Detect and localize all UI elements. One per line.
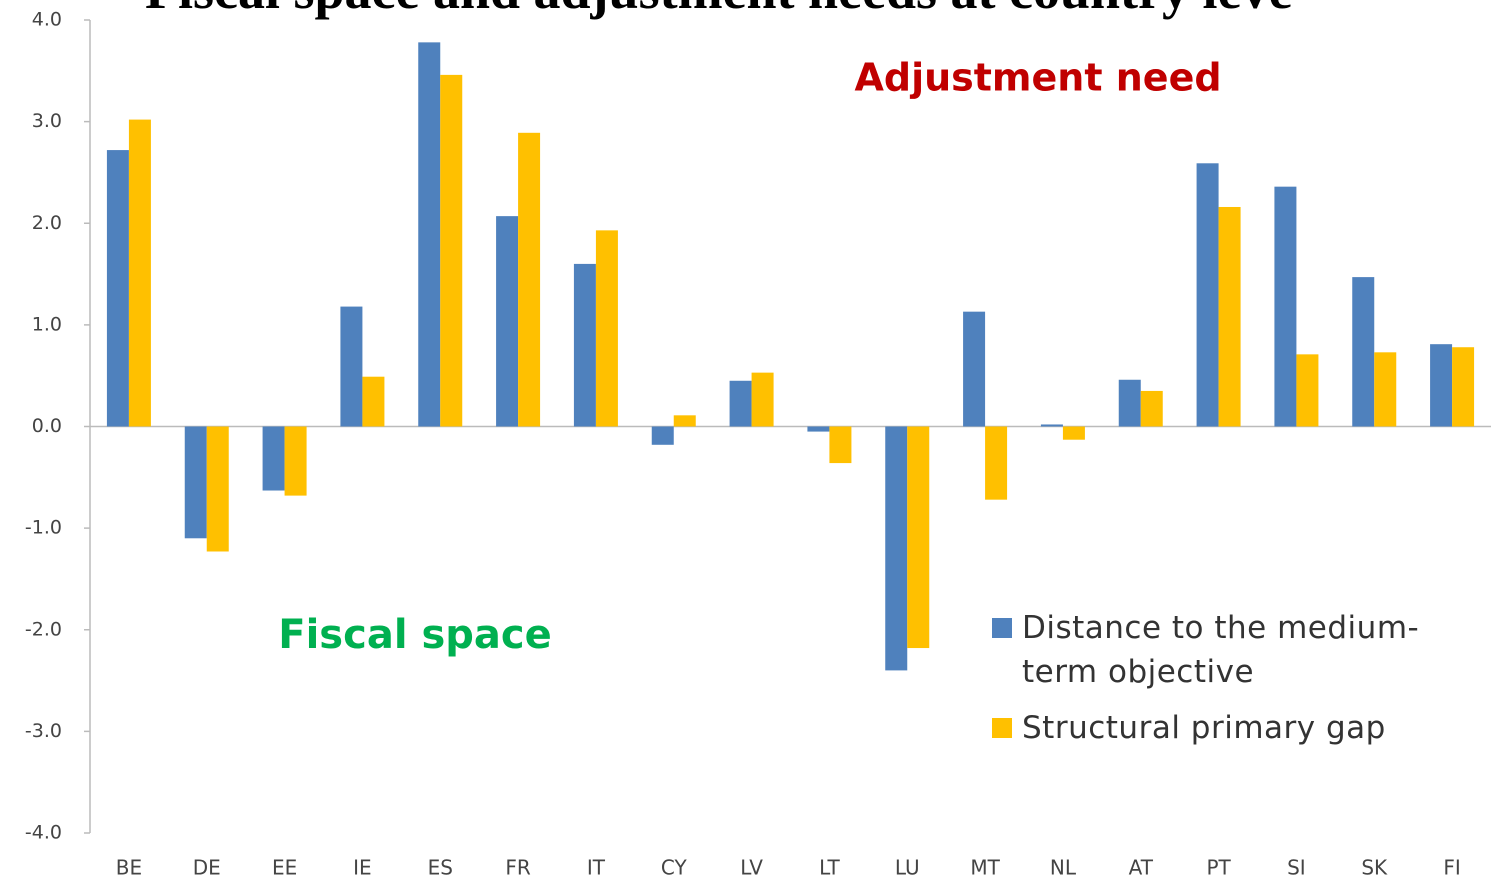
legend-label: Distance to the medium-term objective [1022, 610, 1420, 690]
bar [1218, 206, 1241, 427]
bar [284, 426, 307, 496]
bar [729, 380, 752, 427]
x-tick-label: NL [1050, 856, 1077, 880]
x-tick-label: MT [970, 856, 1000, 880]
y-tick-label: -3.0 [25, 720, 62, 742]
legend-item: Structural primary gap [992, 706, 1432, 750]
bar [1296, 354, 1319, 427]
bar [907, 426, 930, 649]
bar [1140, 390, 1163, 427]
bar [440, 74, 463, 427]
x-tick-label: IT [587, 856, 606, 880]
bar [1274, 186, 1297, 427]
y-tick-label: 0.0 [32, 415, 62, 437]
x-tick-label: FR [505, 856, 531, 880]
bar [1452, 347, 1475, 427]
bar [518, 132, 541, 427]
bar [184, 426, 207, 539]
bar [362, 376, 385, 427]
bar [673, 415, 696, 427]
x-tick-label: CY [661, 856, 688, 880]
bar [651, 426, 674, 445]
x-tick-label: FI [1443, 856, 1460, 880]
x-tick-label: BE [116, 856, 142, 880]
x-tick-label: DE [193, 856, 221, 880]
y-tick-label: 4.0 [32, 9, 62, 31]
legend-swatch [992, 718, 1012, 738]
annotation: Fiscal space [278, 612, 551, 658]
bar [829, 426, 852, 464]
bar [1352, 277, 1375, 427]
y-tick-label: 2.0 [32, 212, 62, 234]
bar [496, 216, 519, 427]
x-tick-label: EE [272, 856, 297, 880]
x-tick-label: LT [819, 856, 840, 880]
bar [963, 311, 986, 427]
bar [985, 426, 1008, 500]
legend: Distance to the medium-term objective Str… [992, 606, 1432, 762]
legend-item: Distance to the medium-term objective [992, 606, 1432, 694]
y-tick-label: 1.0 [32, 313, 62, 335]
x-tick-label: LV [740, 856, 763, 880]
bar [1118, 379, 1141, 427]
bar [885, 426, 908, 671]
bar [106, 150, 129, 427]
bar [340, 306, 363, 427]
bar [1196, 163, 1219, 427]
x-tick-label: SI [1287, 856, 1306, 880]
bar [595, 230, 618, 427]
legend-swatch [992, 618, 1012, 638]
bar [262, 426, 285, 491]
bar [128, 119, 151, 427]
legend-label: Structural primary gap [1022, 710, 1386, 746]
annotation: Adjustment need [854, 56, 1221, 100]
y-tick-label: -1.0 [25, 517, 62, 539]
x-tick-label: SK [1361, 856, 1388, 880]
x-tick-label: IE [353, 856, 372, 880]
bar [751, 372, 774, 427]
bar [573, 263, 596, 427]
y-tick-label: -4.0 [25, 822, 62, 844]
bar [206, 426, 229, 552]
y-tick-label: 3.0 [32, 110, 62, 132]
bar [1374, 352, 1397, 427]
bar [807, 426, 830, 432]
y-tick-label: -2.0 [25, 618, 62, 640]
bar [418, 42, 441, 427]
x-tick-label: PT [1206, 856, 1231, 880]
x-tick-label: ES [428, 856, 453, 880]
bar [1062, 426, 1085, 440]
bar [1040, 424, 1063, 427]
chart-title: Fiscal space and adjustment needs at cou… [145, 0, 1292, 20]
x-tick-label: LU [895, 856, 920, 880]
x-tick-label: AT [1129, 856, 1154, 880]
bar [1430, 344, 1453, 427]
